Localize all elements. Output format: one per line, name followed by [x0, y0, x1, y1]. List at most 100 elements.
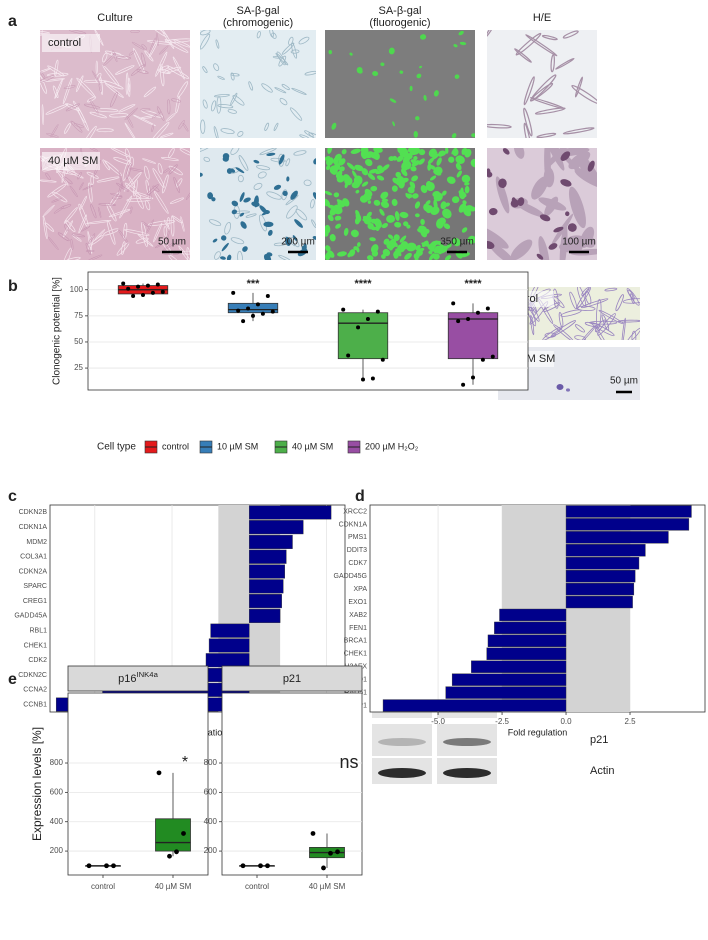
cell [356, 67, 363, 73]
cell [98, 207, 102, 218]
cell [292, 235, 298, 241]
cell [124, 182, 142, 199]
cell [312, 236, 316, 240]
cell [289, 107, 303, 121]
blot-band [378, 738, 426, 746]
cell [347, 252, 352, 258]
cell [410, 159, 418, 164]
cell [357, 242, 361, 247]
facet-label: p16INK4a [118, 670, 158, 685]
cell [145, 219, 154, 235]
cell [567, 223, 577, 232]
micrograph-bg [325, 30, 475, 138]
cell [171, 98, 181, 103]
cell [256, 165, 271, 171]
cell [455, 155, 465, 164]
y-tick-label: 100 [70, 285, 84, 294]
point [231, 290, 236, 295]
micrograph [487, 148, 597, 260]
cell [288, 36, 294, 46]
point [475, 310, 480, 315]
cell [581, 287, 590, 296]
cell [182, 122, 189, 132]
blot-lane [372, 724, 432, 756]
scale-bar-label: 50 µm [158, 237, 186, 248]
cell [429, 175, 437, 181]
cell [275, 53, 289, 66]
cell [168, 164, 178, 175]
cell [571, 84, 597, 105]
cell [64, 224, 69, 232]
cell [140, 52, 146, 67]
x-tick-label: -2.5 [495, 717, 509, 726]
cell [118, 103, 136, 113]
cell [367, 200, 371, 204]
cell [239, 192, 245, 202]
cell [200, 119, 206, 134]
cell [437, 244, 444, 255]
cell [173, 39, 190, 48]
legend-title: Cell type [97, 442, 136, 453]
cell [353, 246, 358, 251]
cell [388, 156, 395, 162]
cell [631, 330, 637, 340]
x-tick-label: 40 µM SM [155, 882, 192, 891]
cell [407, 148, 414, 153]
bar [565, 505, 692, 518]
cell [124, 107, 138, 121]
cell [336, 210, 342, 214]
cell [210, 100, 217, 112]
cell [163, 226, 168, 237]
cell [427, 163, 432, 171]
cell [399, 211, 409, 219]
cell [396, 155, 404, 162]
cell [50, 124, 59, 138]
cell [354, 216, 361, 225]
row-label-bg [42, 152, 100, 170]
cell [266, 152, 276, 157]
cell [162, 174, 169, 194]
cell [202, 99, 208, 109]
cell [541, 34, 558, 41]
cell [328, 50, 332, 55]
point [121, 281, 126, 286]
point [246, 306, 251, 311]
point [174, 849, 179, 855]
cell [373, 148, 383, 153]
cell [389, 98, 397, 103]
cell [76, 75, 84, 93]
cell [419, 34, 427, 40]
cell [226, 168, 233, 174]
cell [374, 218, 382, 229]
cell [83, 79, 107, 83]
cell [412, 148, 421, 154]
cell [98, 203, 116, 206]
cell [115, 65, 135, 75]
bar [486, 647, 567, 660]
cell [403, 221, 409, 227]
point [461, 382, 466, 387]
y-axis-title: Clonogenic potential [%] [52, 277, 63, 385]
cell [230, 148, 240, 155]
point [456, 319, 461, 324]
point [265, 294, 270, 299]
cell [529, 82, 554, 102]
cell [562, 127, 595, 135]
cell [298, 36, 310, 45]
cell [142, 158, 157, 164]
point [335, 849, 340, 855]
cell [293, 150, 307, 156]
cell [243, 197, 251, 203]
cell [103, 228, 119, 236]
cell [464, 182, 470, 186]
cell [222, 153, 230, 160]
cell [440, 201, 447, 210]
cell [163, 66, 182, 74]
cell [617, 319, 640, 323]
cell [40, 67, 52, 76]
cell [166, 217, 170, 228]
cell [420, 185, 428, 194]
cell [271, 32, 277, 39]
point [255, 302, 260, 307]
cell [313, 158, 316, 165]
